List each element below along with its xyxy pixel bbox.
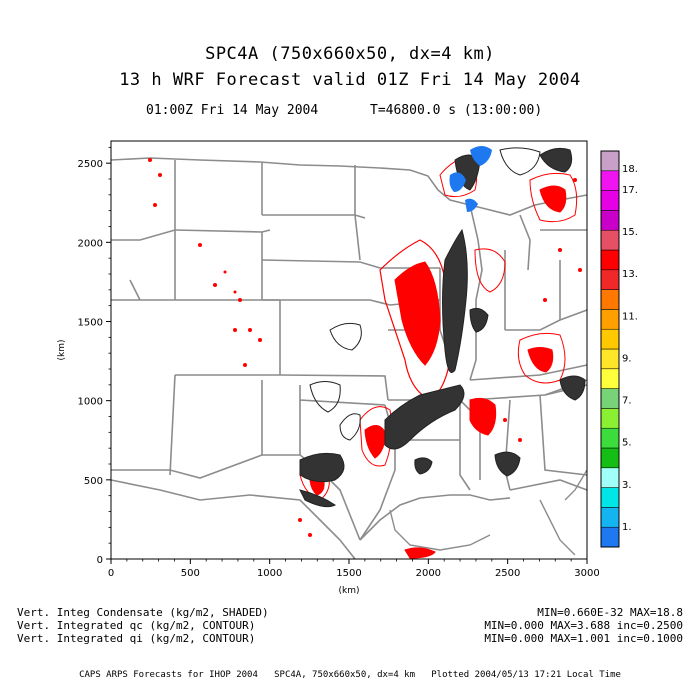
plot-credit: CAPS ARPS Forecasts for IHOP 2004 SPC4A,…	[79, 670, 621, 680]
y-tick-label: 1500	[78, 318, 103, 329]
seconds-label: T=46800.0 s (13:00:00)	[370, 103, 543, 118]
x-axis-label: (km)	[338, 586, 359, 596]
colorbar-label: 3.	[622, 480, 632, 491]
colorbar-label: 17.	[622, 185, 638, 196]
footer-line3-label: Vert. Integrated qi (kg/m2, CONTOUR)	[17, 632, 256, 645]
colorbar-swatch	[600, 328, 620, 350]
colorbar-label: 11.	[622, 311, 638, 322]
colorbar-swatch	[600, 229, 620, 251]
colorbar-swatch	[600, 368, 620, 389]
colorbar-swatch	[600, 467, 620, 488]
map-plot-area	[110, 140, 588, 560]
map-title: SPC4A (750x660x50, dx=4 km)	[205, 44, 495, 64]
colorbar-label: 15.	[622, 227, 638, 238]
y-axis: 0 500 1000 1500 2000 2500	[78, 146, 111, 566]
x-tick-label: 2000	[416, 568, 441, 579]
colorbar-labels: 18. 17. 15. 13. 11. 9. 7. 5. 3. 1.	[622, 164, 638, 533]
coastline	[389, 469, 588, 556]
colorbar-label: 13.	[622, 269, 638, 280]
colorbar-swatch	[600, 150, 620, 172]
colorbar-swatch	[600, 190, 620, 211]
colorbar-label: 1.	[622, 522, 632, 533]
x-tick-label: 1000	[257, 568, 282, 579]
colorbar-label: 9.	[622, 353, 632, 364]
colorbar-swatch	[600, 487, 620, 508]
heavy-condensate-shading	[449, 146, 492, 212]
colorbar	[600, 150, 620, 548]
colorbar-swatch	[600, 408, 620, 429]
x-axis: 0 500 1000 1500 2000 2500 3000	[108, 559, 600, 579]
x-tick-label: 0	[108, 568, 114, 579]
colorbar-frame	[600, 150, 620, 548]
colorbar-swatch	[600, 507, 620, 528]
x-tick-label: 2500	[495, 568, 520, 579]
x-tick-label: 1500	[336, 568, 361, 579]
footer-line1-stats: MIN=0.660E-32 MAX=18.8	[537, 606, 683, 619]
colorbar-label: 5.	[622, 438, 632, 449]
footer-line3-stats: MIN=0.000 MAX=1.001 inc=0.1000	[484, 632, 683, 645]
colorbar-swatch	[600, 210, 620, 231]
y-tick-label: 2000	[78, 238, 103, 249]
colorbar-label: 7.	[622, 396, 632, 407]
colorbar-swatch	[600, 526, 620, 548]
map-subtitle: 13 h WRF Forecast valid 01Z Fri 14 May 2…	[119, 70, 581, 90]
y-tick-label: 500	[84, 476, 103, 487]
x-tick-label: 3000	[574, 568, 599, 579]
colorbar-swatch	[600, 170, 620, 191]
colorbar-swatch	[600, 348, 620, 370]
colorbar-swatch	[600, 249, 620, 271]
y-tick-label: 2500	[78, 159, 103, 170]
footer-line2-stats: MIN=0.000 MAX=3.688 inc=0.2500	[484, 619, 683, 632]
colorbar-swatch	[600, 309, 620, 330]
colorbar-label: 18.	[622, 164, 638, 175]
colorbar-swatch	[600, 447, 620, 469]
colorbar-swatch	[600, 427, 620, 449]
colorbar-swatch	[600, 289, 620, 310]
footer-line1-label: Vert. Integ Condensate (kg/m2, SHADED)	[17, 606, 269, 619]
y-tick-label: 0	[97, 555, 103, 566]
footer-line2-label: Vert. Integrated qc (kg/m2, CONTOUR)	[17, 619, 256, 632]
integrated-qc-contours	[299, 147, 586, 508]
y-axis-label: (km)	[57, 339, 67, 360]
time-label: 01:00Z Fri 14 May 2004	[146, 103, 319, 118]
colorbar-swatch	[600, 388, 620, 409]
y-tick-label: 1000	[78, 397, 103, 408]
colorbar-swatch	[600, 269, 620, 290]
x-tick-label: 500	[181, 568, 200, 579]
